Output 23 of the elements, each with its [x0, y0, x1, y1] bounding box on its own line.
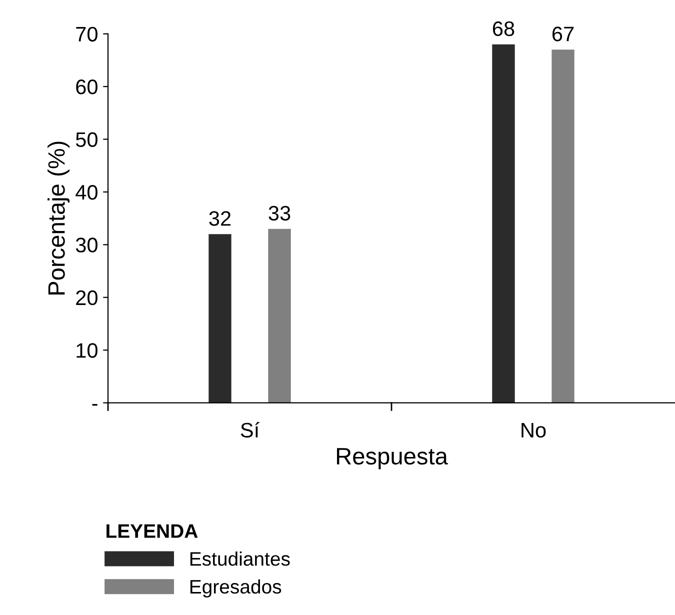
y-axis-title: Porcentaje (%): [48, 142, 70, 294]
y-tick-label: -: [92, 404, 98, 406]
bar: [268, 228, 291, 403]
y-tick-label: 70: [76, 26, 98, 42]
data-label: 33: [268, 206, 290, 221]
legend-label: Estudiantes: [190, 552, 290, 566]
y-tick-label: 10: [76, 343, 98, 358]
y-tick-label: 40: [76, 184, 98, 200]
x-tick-label: No: [522, 423, 546, 438]
y-tick-label: 50: [76, 132, 98, 148]
legend-label: Egresados: [190, 579, 282, 598]
bar: [552, 50, 574, 403]
data-label: 68: [492, 21, 514, 36]
legend-title: LEYENDA: [106, 524, 198, 538]
y-tick-label: 20: [76, 290, 98, 306]
bar: [208, 234, 232, 403]
y-tick-label: 30: [76, 238, 98, 252]
y-tick-label: 60: [76, 80, 98, 94]
x-tick-label: Sí: [240, 422, 260, 438]
x-axis-title: Respuesta: [337, 448, 448, 470]
data-label: 67: [552, 26, 574, 42]
data-label: 32: [209, 211, 231, 226]
bar: [492, 44, 515, 403]
